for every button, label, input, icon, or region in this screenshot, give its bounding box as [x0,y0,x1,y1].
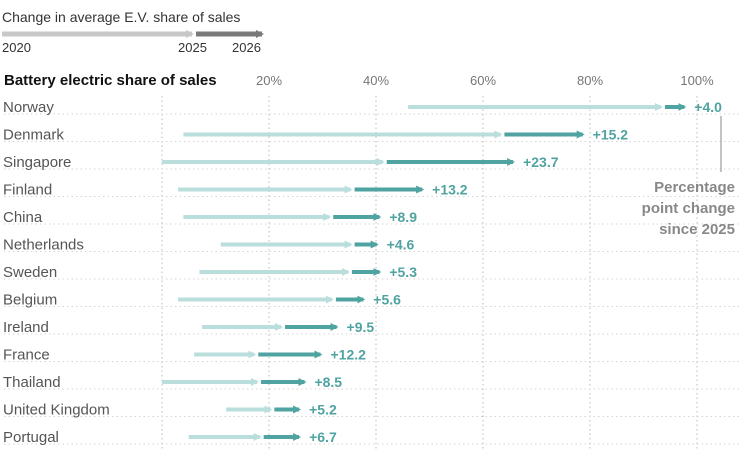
country-label: Belgium [3,292,57,309]
x-tick-label: 100% [680,73,714,88]
row-france: France +12.2 [3,347,740,364]
legend-title: Change in average E.V. share of sales [2,9,240,25]
x-tick-label: 40% [363,73,389,88]
change-label: +6.7 [309,429,337,445]
row-china: China +8.9 [3,209,740,226]
country-label: Thailand [3,374,61,391]
rows: Norway +4.0 Denmark +15.2 Singapore +23.7 Finl… [3,99,740,446]
x-tick-label: 60% [470,73,496,88]
row-belgium: Belgium +5.6 [3,292,740,309]
country-label: Singapore [3,154,71,171]
annotation-line-2: point change [642,200,735,217]
country-label: United Kingdom [3,402,110,419]
chart-title: Battery electric share of sales [4,72,217,89]
row-singapore: Singapore +23.7 [3,154,740,171]
change-label: +9.5 [347,319,375,335]
change-label: +5.3 [389,264,417,280]
change-label: +12.2 [331,347,367,363]
change-label: +4.0 [694,99,722,115]
country-label: Sweden [3,264,57,281]
row-netherlands: Netherlands +4.6 [3,237,740,254]
legend-year-mid: 2025 [178,40,207,55]
row-ireland: Ireland +9.5 [3,319,740,336]
row-united-kingdom: United Kingdom +5.2 [3,402,740,419]
annotation-line-3: since 2025 [659,221,735,238]
country-label: Finland [3,182,52,199]
legend: Change in average E.V. share of sales 20… [2,9,264,55]
change-label: +5.6 [373,292,401,308]
row-sweden: Sweden +5.3 [3,264,740,281]
change-annotation: Percentage point change since 2025 [642,116,735,238]
x-axis-ticks: 20% 40% 60% 80% 100% [256,73,714,88]
row-thailand: Thailand +8.5 [3,374,740,391]
x-tick-label: 80% [577,73,603,88]
country-label: Portugal [3,429,59,446]
country-label: Ireland [3,319,49,336]
x-tick-label: 20% [256,73,282,88]
legend-year-end: 2026 [232,40,261,55]
country-label: China [3,209,43,226]
country-label: Denmark [3,127,64,144]
change-label: +8.5 [314,374,342,390]
row-denmark: Denmark +15.2 [3,127,740,144]
row-norway: Norway +4.0 [3,99,740,116]
row-portugal: Portugal +6.7 [3,429,740,446]
legend-year-start: 2020 [2,40,31,55]
change-label: +15.2 [593,127,629,143]
annotation-line-1: Percentage [654,179,735,196]
change-label: +4.6 [387,237,415,253]
country-label: Netherlands [3,237,84,254]
country-label: France [3,347,50,364]
change-label: +8.9 [389,209,417,225]
change-label: +13.2 [432,182,468,198]
row-finland: Finland +13.2 [3,182,740,199]
country-label: Norway [3,99,54,116]
change-label: +5.2 [309,402,337,418]
change-label: +23.7 [523,154,559,170]
